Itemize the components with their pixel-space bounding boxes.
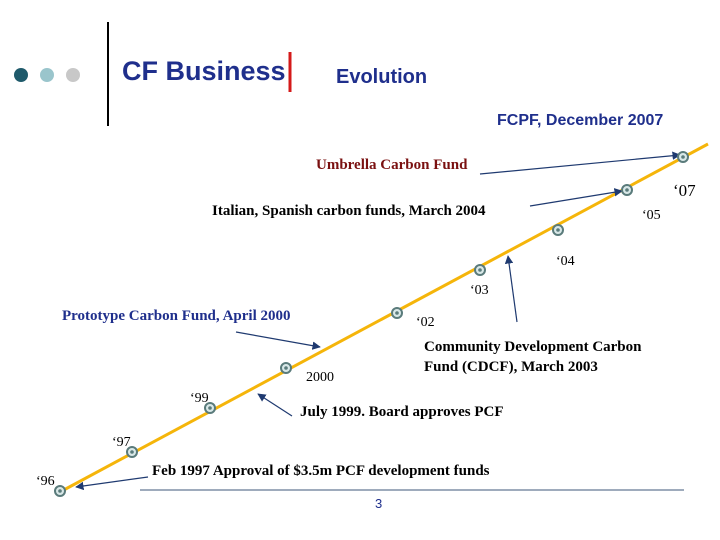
arrow-prototype [235, 331, 321, 350]
header-bullet-grey [66, 68, 80, 82]
year-label-07: ‘07 [673, 181, 696, 200]
node-1997-core [130, 450, 134, 454]
year-label-05: ‘05 [642, 208, 661, 223]
label-cdcf-line2: Fund (CDCF), March 2003 [424, 359, 598, 375]
page-subtitle: FCPF, December 2007 [497, 112, 664, 129]
year-label-04: ‘04 [556, 254, 575, 269]
node-2005-core [625, 188, 629, 192]
page-number: 3 [375, 496, 383, 511]
header-bullet-light [40, 68, 54, 82]
arrow-board [257, 393, 293, 417]
node-1996-core [58, 489, 62, 493]
year-label-99: ‘99 [190, 391, 209, 406]
header-bullet-dark [14, 68, 28, 82]
label-prototype-carbon-fund: Prototype Carbon Fund, April 2000 [62, 308, 291, 324]
arrow-cdcf [504, 255, 518, 323]
page-title: CF Business [122, 56, 286, 86]
year-label-02: ‘02 [416, 315, 435, 330]
year-label-03: ‘03 [470, 283, 489, 298]
label-board-approves-pcf: July 1999. Board approves PCF [300, 404, 504, 420]
arrow-italian [529, 188, 623, 207]
node-1999-core [208, 406, 212, 410]
label-italian-spanish-funds: Italian, Spanish carbon funds, March 200… [212, 203, 486, 219]
node-2007-core [681, 155, 685, 159]
node-2004-core [556, 228, 560, 232]
year-label-2000: 2000 [306, 370, 334, 385]
label-feb1997-approval: Feb 1997 Approval of $3.5m PCF developme… [152, 463, 490, 479]
year-label-97: ‘97 [112, 435, 131, 450]
year-label-96: ‘96 [36, 474, 55, 489]
node-2003-core [478, 268, 482, 272]
label-umbrella-carbon-fund: Umbrella Carbon Fund [316, 157, 468, 173]
page-title-suffix: Evolution [336, 66, 428, 88]
timeline-line [59, 142, 709, 494]
node-2002-core [395, 311, 399, 315]
label-cdcf-line1: Community Development Carbon [424, 339, 642, 355]
arrow-umbrella [479, 151, 681, 175]
arrow-feb1997 [75, 476, 149, 491]
node-2000-core [284, 366, 288, 370]
